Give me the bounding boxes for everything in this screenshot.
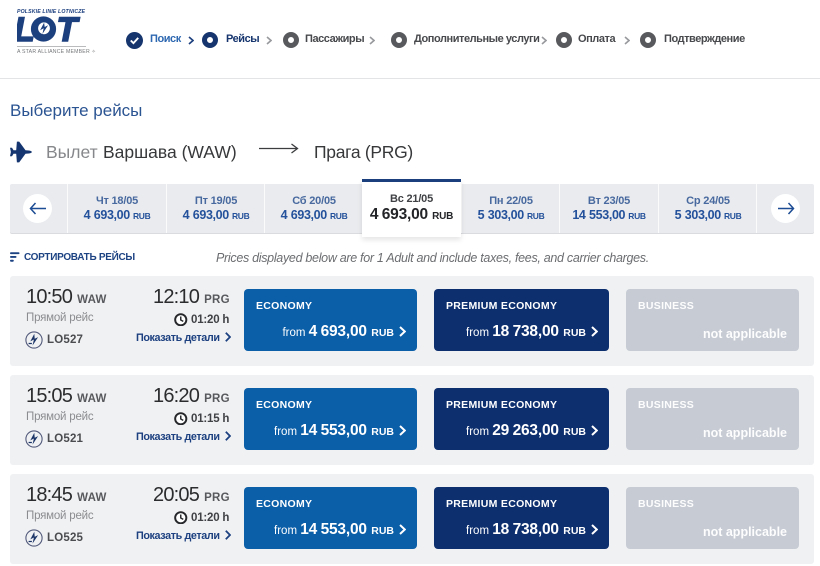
svg-text:L: L — [17, 16, 35, 42]
svg-text:T: T — [57, 16, 81, 42]
